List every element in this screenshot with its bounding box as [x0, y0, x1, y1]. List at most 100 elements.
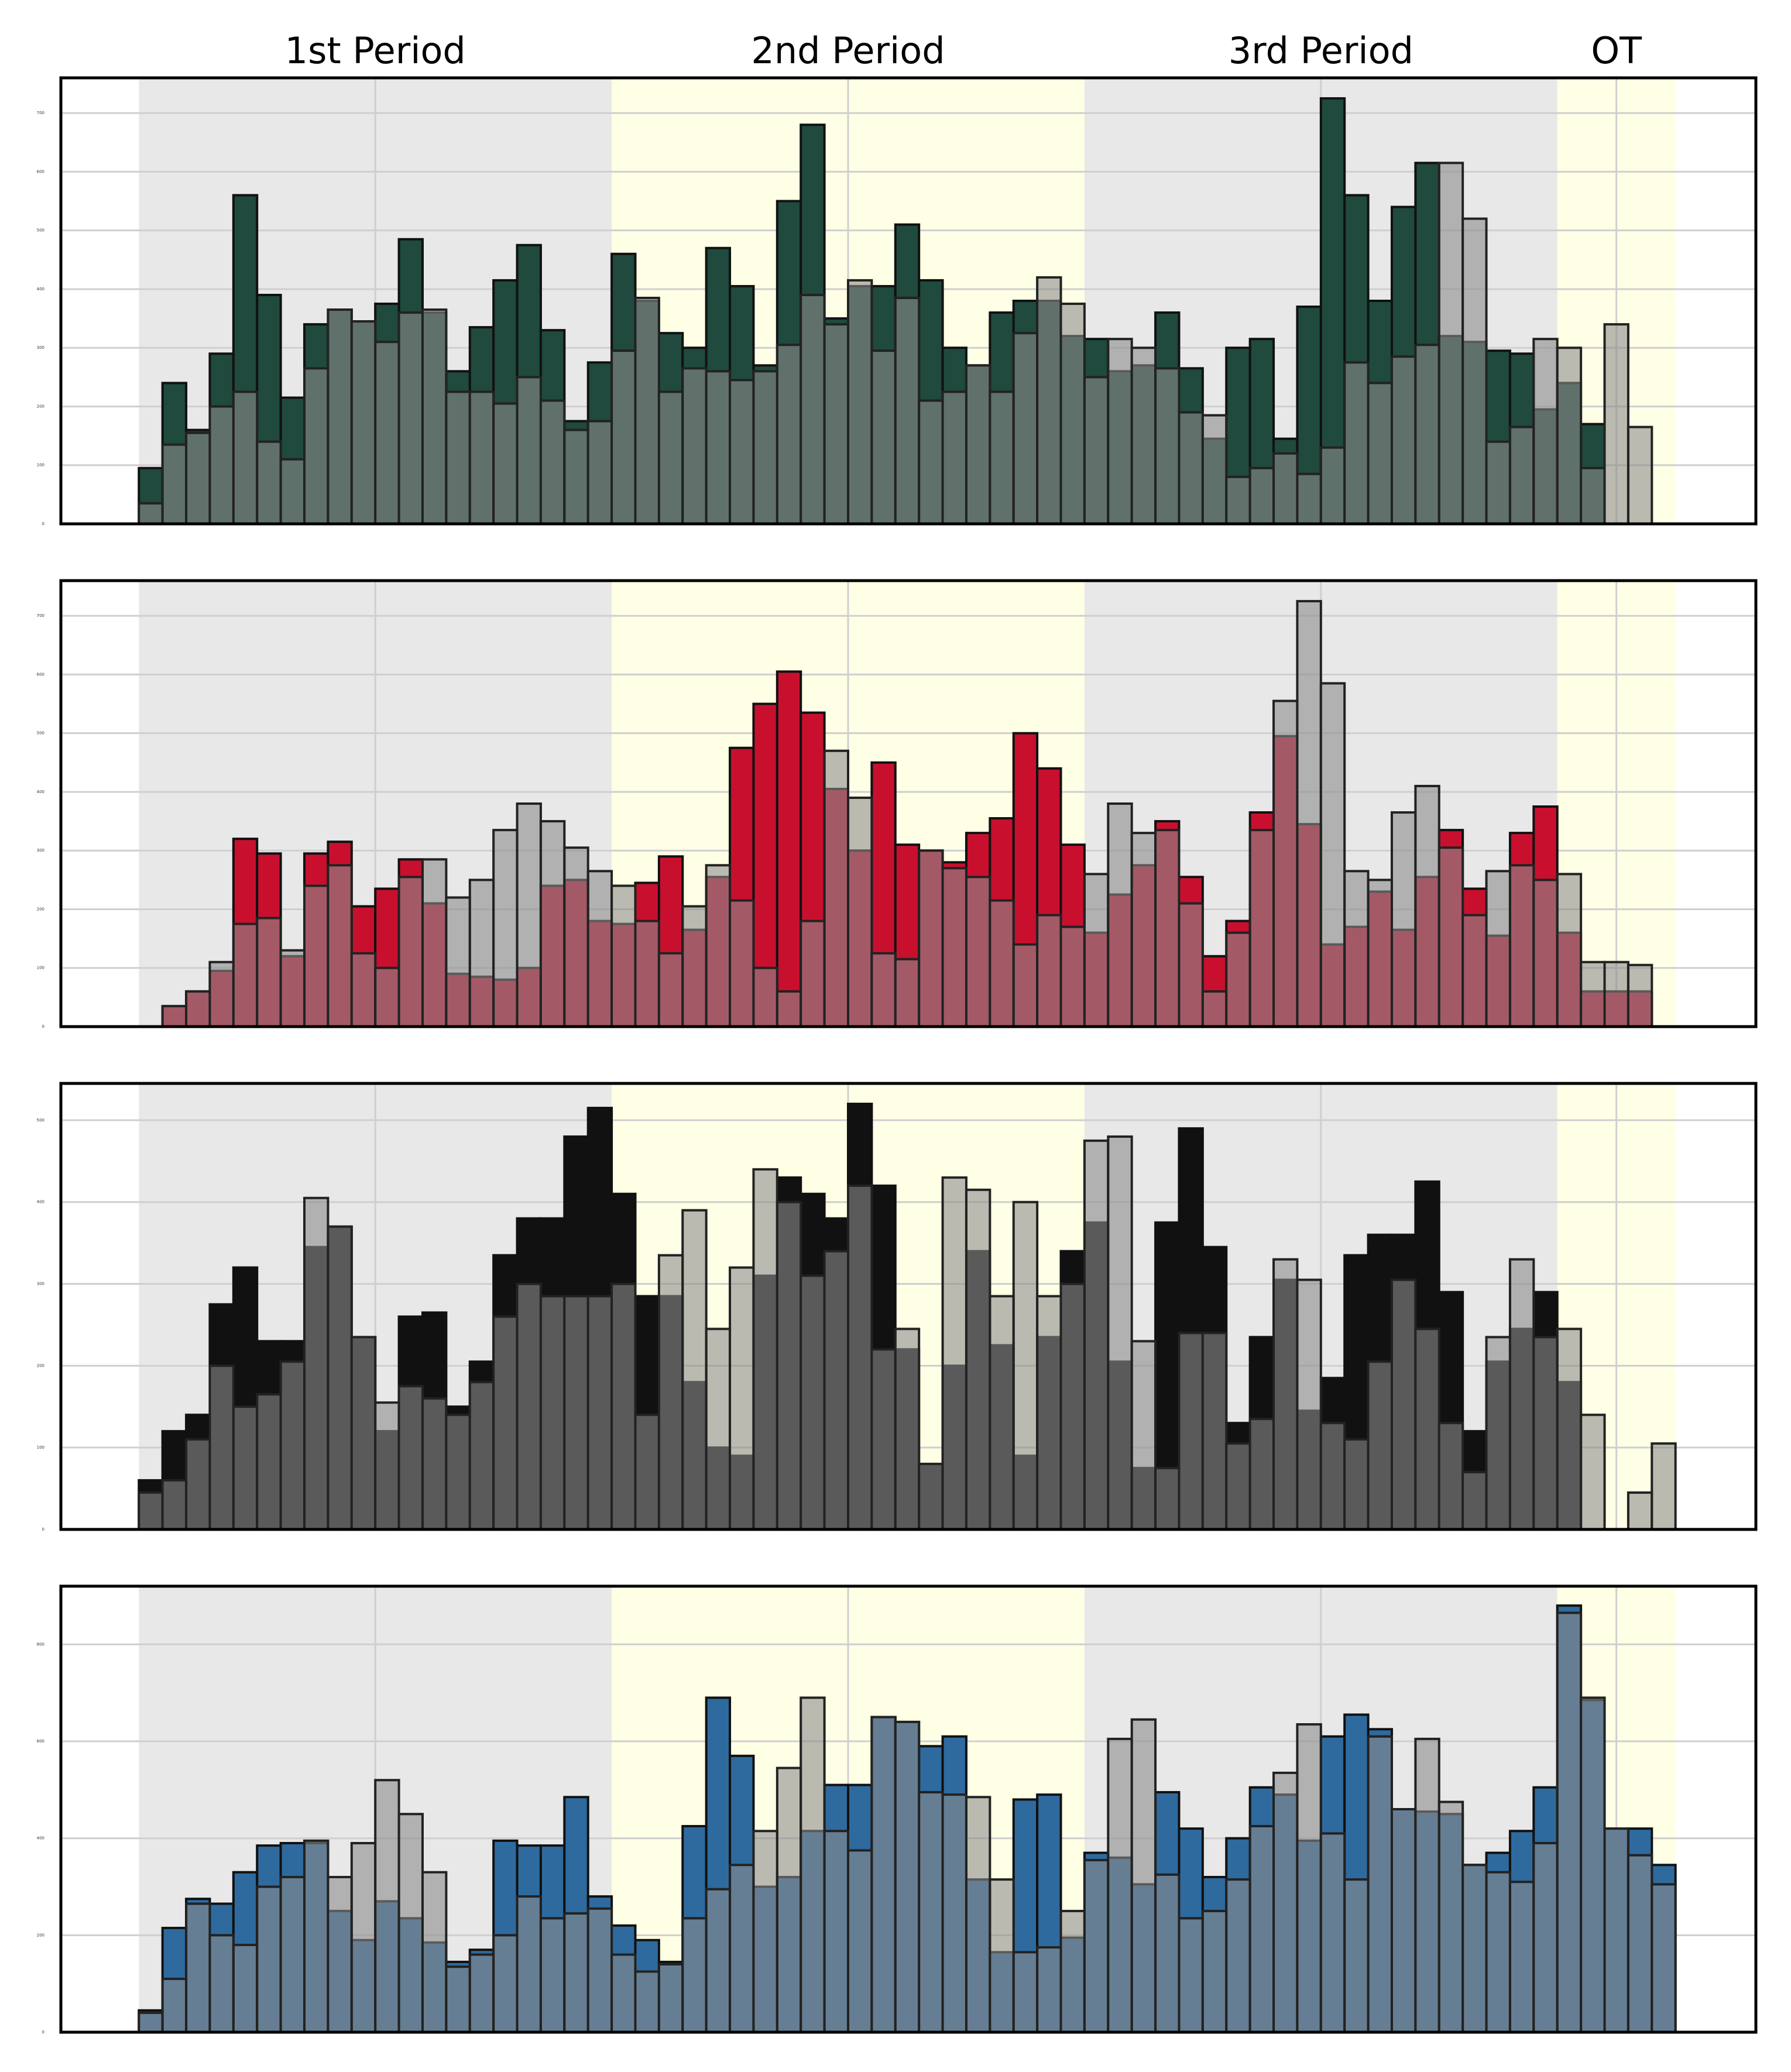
comparison-bar — [705, 1327, 732, 1531]
period-label-1: 1st Period — [285, 29, 466, 72]
comparison-bar — [894, 296, 921, 525]
comparison-bar — [1532, 1336, 1559, 1531]
comparison-bar — [1319, 446, 1346, 525]
comparison-bar — [138, 1491, 164, 1531]
comparison-bar — [1461, 217, 1488, 525]
comparison-bar — [705, 1888, 732, 2034]
comparison-bar — [610, 884, 637, 1028]
comparison-bar — [303, 1196, 330, 1531]
y-tick-label: 100 — [37, 1445, 44, 1450]
comparison-bar — [657, 1963, 684, 2033]
comparison-bar — [421, 858, 448, 1028]
y-tick-label: 200 — [37, 907, 44, 911]
y-tick-label: 400 — [37, 1200, 44, 1205]
comparison-bar — [492, 1934, 519, 2034]
comparison-bar — [256, 440, 282, 526]
comparison-bar — [1178, 1917, 1204, 2033]
comparison-bar — [374, 1401, 400, 1531]
comparison-bar — [1154, 367, 1181, 525]
comparison-bar — [870, 1348, 897, 1531]
y-tick-label: 0 — [42, 1527, 44, 1532]
comparison-bar — [1390, 1278, 1417, 1531]
comparison-bar — [516, 1895, 542, 2033]
comparison-bar — [894, 1720, 921, 2034]
panel-frame — [59, 76, 1758, 526]
comparison-bar — [1603, 1827, 1629, 2033]
comparison-bar — [161, 1004, 188, 1028]
comparison-bar — [208, 1934, 235, 2034]
comparison-bar — [397, 1385, 424, 1531]
comparison-bar — [468, 1953, 495, 2034]
comparison-bar — [138, 502, 164, 526]
comparison-bar — [705, 370, 732, 525]
comparison-bar — [516, 1282, 542, 1531]
comparison-bar — [1461, 1864, 1488, 2033]
comparison-bar — [800, 920, 826, 1028]
comparison-bar — [161, 1479, 188, 1531]
comparison-bar — [539, 1295, 566, 1531]
panel-4: 0 200 400 600 800 — [37, 1584, 1758, 2035]
y-tick-label: 300 — [37, 1282, 44, 1287]
comparison-bar — [752, 370, 778, 525]
comparison-bar — [1036, 1295, 1062, 1531]
comparison-bar — [657, 1254, 684, 1531]
y-tick-label: 500 — [37, 228, 44, 233]
comparison-bar — [1296, 1278, 1322, 1531]
comparison-bar — [1178, 902, 1204, 1028]
period-label-2: 2nd Period — [751, 29, 945, 72]
comparison-bar — [185, 431, 211, 525]
comparison-bar — [1627, 426, 1653, 525]
comparison-bar — [918, 399, 944, 526]
comparison-bar — [468, 1381, 495, 1531]
comparison-bar — [1485, 1871, 1511, 2033]
comparison-bar — [1154, 829, 1181, 1028]
comparison-bar — [823, 1830, 850, 2033]
comparison-bar — [208, 1364, 235, 1531]
comparison-bar — [989, 1295, 1015, 1531]
y-tick-label: 400 — [37, 1836, 44, 1841]
comparison-bar — [563, 1295, 589, 1531]
comparison-bar — [1532, 338, 1559, 526]
comparison-bar — [421, 1397, 448, 1531]
comparison-bar — [1225, 475, 1251, 526]
comparison-bar — [729, 379, 755, 526]
comparison-bar — [232, 922, 259, 1028]
comparison-bar — [965, 1796, 991, 2033]
comparison-bar — [1651, 1883, 1677, 2033]
comparison-bar — [374, 1779, 400, 2034]
comparison-bar — [941, 390, 967, 525]
comparison-bar — [563, 428, 589, 525]
comparison-bar — [1272, 1771, 1299, 2033]
comparison-bar — [1367, 1360, 1393, 1531]
comparison-bar — [303, 367, 330, 525]
comparison-bar — [941, 1793, 967, 2033]
comparison-bar — [1272, 699, 1299, 1028]
comparison-bar — [1390, 1808, 1417, 2033]
comparison-bar — [1059, 303, 1086, 526]
comparison-bar — [1272, 1258, 1299, 1531]
y-tick-label: 200 — [37, 1363, 44, 1368]
comparison-bar — [1012, 943, 1039, 1028]
comparison-bar — [161, 1977, 188, 2034]
comparison-bar — [610, 1953, 637, 2034]
comparison-bar — [705, 864, 732, 1028]
comparison-bar — [1508, 864, 1535, 1028]
comparison-bar — [1201, 1909, 1228, 2034]
comparison-bar — [918, 1463, 944, 1531]
comparison-bar — [1036, 914, 1062, 1028]
comparison-bar — [1154, 1873, 1181, 2033]
comparison-bar — [634, 296, 660, 525]
comparison-bar — [161, 443, 188, 525]
comparison-bar — [1508, 1881, 1535, 2033]
comparison-bar — [1580, 466, 1606, 525]
comparison-bar — [1012, 332, 1039, 525]
comparison-bar — [1107, 338, 1133, 526]
y-tick-label: 0 — [42, 1024, 44, 1029]
comparison-bar — [516, 802, 542, 1028]
comparison-bar — [870, 952, 897, 1028]
comparison-bar — [586, 420, 613, 526]
comparison-bar — [468, 390, 495, 525]
comparison-bar — [1556, 1611, 1583, 2034]
comparison-bar — [279, 458, 306, 525]
